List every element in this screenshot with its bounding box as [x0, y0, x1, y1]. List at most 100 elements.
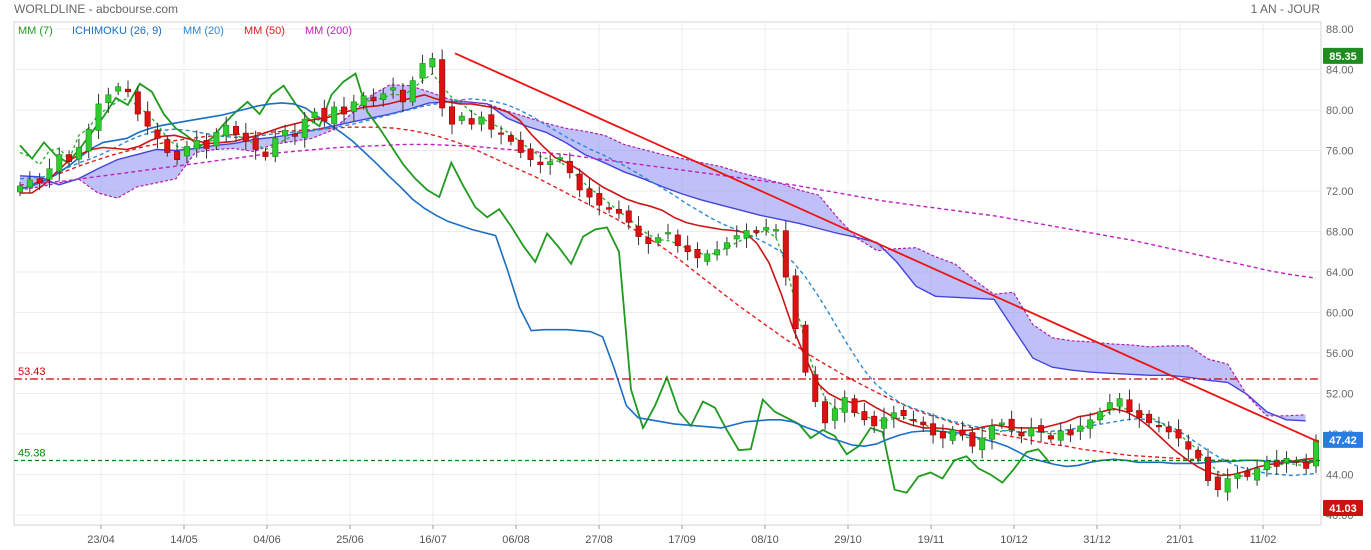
- y-tick-label: 56.00: [1326, 348, 1354, 360]
- candle: [1038, 418, 1045, 443]
- candle: [301, 112, 308, 148]
- candle-body: [939, 431, 946, 439]
- candle-body: [606, 207, 613, 210]
- candle-body: [1126, 399, 1133, 413]
- candle-body: [517, 139, 524, 153]
- x-tick-label: 23/04: [87, 534, 115, 546]
- candle-body: [1155, 424, 1162, 428]
- y-tick-label: 44.00: [1326, 470, 1354, 482]
- candle-body: [75, 147, 82, 160]
- candle-body: [930, 423, 937, 436]
- candle-body: [714, 249, 721, 256]
- x-tick-label: 16/07: [419, 534, 447, 546]
- candle-body: [174, 151, 181, 160]
- mm200-line: [19, 143, 1317, 279]
- candle-body: [910, 419, 917, 422]
- candle-body: [920, 421, 927, 426]
- candle: [203, 133, 210, 159]
- candle: [763, 218, 770, 236]
- candle-body: [694, 249, 701, 259]
- candle: [488, 104, 495, 138]
- candle: [370, 88, 377, 107]
- candle-body: [213, 131, 220, 147]
- candle: [694, 242, 701, 268]
- candle: [1047, 431, 1054, 444]
- candle: [390, 77, 397, 99]
- candle: [1067, 424, 1074, 443]
- candle: [399, 83, 406, 113]
- candle: [16, 181, 23, 197]
- x-tick-label: 27/08: [585, 534, 613, 546]
- candle-body: [331, 106, 338, 124]
- candle-body: [1313, 439, 1320, 467]
- candle: [674, 229, 681, 253]
- candle-body: [125, 88, 132, 93]
- candle-body: [193, 140, 200, 150]
- candle: [154, 122, 161, 149]
- candle: [478, 111, 485, 132]
- candle: [1263, 455, 1270, 477]
- candle: [576, 168, 583, 198]
- candle: [95, 93, 102, 140]
- candle: [193, 130, 200, 158]
- y-tick-label: 84.00: [1326, 65, 1354, 77]
- candle-body: [802, 324, 809, 373]
- candle: [360, 91, 367, 110]
- candle-body: [1185, 441, 1192, 450]
- price-badge-label: 47.42: [1329, 435, 1357, 447]
- candle: [1146, 410, 1153, 427]
- candle-body: [282, 129, 289, 137]
- candle-body: [556, 157, 563, 160]
- candle-body: [390, 87, 397, 91]
- candle-body: [625, 210, 632, 223]
- candle: [458, 112, 465, 125]
- candle: [812, 366, 819, 408]
- plot-frame: [13, 21, 1322, 526]
- candle: [1175, 419, 1182, 447]
- candle-body: [547, 161, 554, 165]
- candle: [282, 124, 289, 144]
- candle-body: [458, 115, 465, 121]
- candle: [1087, 412, 1094, 439]
- candle: [1018, 426, 1025, 444]
- legend-item: MM (50): [244, 25, 285, 37]
- price-badge: 47.42: [1323, 431, 1363, 448]
- candle-body: [871, 415, 878, 427]
- candle: [164, 135, 171, 157]
- candle-body: [674, 234, 681, 246]
- candle: [792, 268, 799, 339]
- candle-body: [723, 242, 730, 249]
- candle-body: [772, 229, 779, 232]
- candle: [213, 128, 220, 151]
- x-tick-label: 29/10: [834, 534, 862, 546]
- candle-body: [1136, 410, 1143, 419]
- candle: [252, 130, 259, 160]
- candle-body: [291, 133, 298, 137]
- level-lines: 53.43 45.38: [14, 52, 1321, 462]
- y-tick-label: 88.00: [1326, 24, 1354, 36]
- candle: [242, 122, 249, 150]
- candle: [547, 154, 554, 175]
- candle: [321, 99, 328, 127]
- candle-body: [105, 94, 112, 104]
- y-tick-label: 64.00: [1326, 267, 1354, 279]
- candle-body: [988, 425, 995, 440]
- candle: [959, 421, 966, 441]
- price-badge: 41.03: [1323, 500, 1363, 516]
- legend-item: MM (200): [305, 25, 352, 37]
- candle-body: [252, 137, 259, 150]
- candle: [380, 88, 387, 107]
- candle: [350, 94, 357, 122]
- candle: [615, 200, 622, 219]
- candle-body: [311, 111, 318, 119]
- candle: [596, 186, 603, 216]
- price-badge: 85.35: [1323, 47, 1363, 64]
- candle: [822, 396, 829, 430]
- candle: [586, 178, 593, 206]
- candle: [900, 406, 907, 420]
- x-tick-label: 04/06: [253, 534, 281, 546]
- x-tick-label: 06/08: [502, 534, 530, 546]
- candle-body: [468, 118, 475, 125]
- candle: [439, 49, 446, 117]
